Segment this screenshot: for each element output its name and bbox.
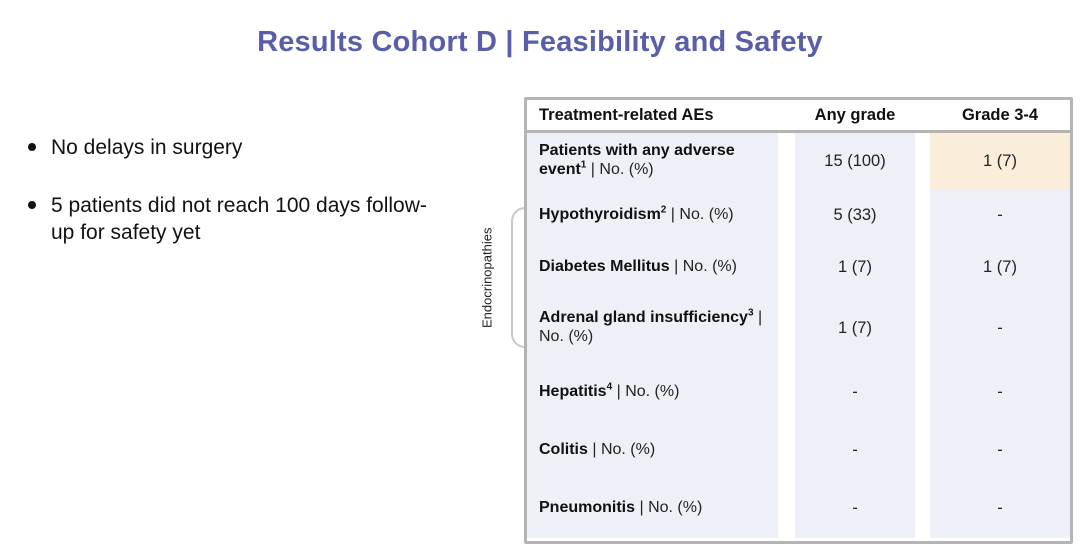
table-row-label: Hypothyroidism2 | No. (%): [527, 189, 778, 241]
table-row-label: Colitis | No. (%): [527, 423, 778, 478]
bullet-icon: [28, 200, 36, 209]
table-row-label: Hepatitis4 | No. (%): [527, 362, 778, 423]
column-header-grade-3-4: Grade 3-4: [961, 105, 1039, 124]
page-title: Results Cohort D | Feasibility and Safet…: [257, 26, 823, 58]
list-item: 5 patients did not reach 100 days follow…: [28, 192, 436, 247]
table-row-label: Pneumonitis | No. (%): [527, 478, 778, 538]
bullet-text: 5 patients did not reach 100 days follow…: [51, 193, 427, 245]
list-item: No delays in surgery: [28, 134, 436, 162]
adverse-events-table: Treatment-related AEs Any grade Grade 3-…: [524, 97, 1073, 544]
bullet-icon: [28, 143, 36, 151]
table-body: Patients with any adverse event1 | No. (…: [527, 133, 1070, 538]
table-cell-grade-3-4: 1 (7): [930, 133, 1070, 189]
table-cell-any-grade: 1 (7): [795, 241, 915, 294]
bullet-list: No delays in surgery 5 patients did not …: [28, 134, 436, 277]
table-header-row: Treatment-related AEs Any grade Grade 3-…: [527, 100, 1070, 133]
table-row-label: Patients with any adverse event1 | No. (…: [527, 133, 778, 189]
table-row-label: Diabetes Mellitus | No. (%): [527, 241, 778, 294]
table-cell-grade-3-4: -: [930, 423, 1070, 478]
table-cell-any-grade: -: [795, 423, 915, 478]
table-cell-grade-3-4: -: [930, 478, 1070, 538]
table-row-label: Adrenal gland insufficiency3 | No. (%): [527, 294, 778, 362]
table-cell-any-grade: 1 (7): [795, 294, 915, 362]
column-header-any-grade: Any grade: [814, 105, 896, 124]
table-cell-any-grade: 15 (100): [795, 133, 915, 189]
table-cell-any-grade: -: [795, 478, 915, 538]
table-cell-grade-3-4: -: [930, 362, 1070, 423]
column-header-treatment-related-aes: Treatment-related AEs: [539, 105, 714, 124]
table-cell-grade-3-4: -: [930, 294, 1070, 362]
table-cell-any-grade: -: [795, 362, 915, 423]
table-cell-grade-3-4: 1 (7): [930, 241, 1070, 294]
bullet-text: No delays in surgery: [51, 136, 243, 159]
table-cell-grade-3-4: -: [930, 189, 1070, 241]
endocrinopathies-label: Endocrinopathies: [479, 227, 495, 328]
table-cell-any-grade: 5 (33): [795, 189, 915, 241]
